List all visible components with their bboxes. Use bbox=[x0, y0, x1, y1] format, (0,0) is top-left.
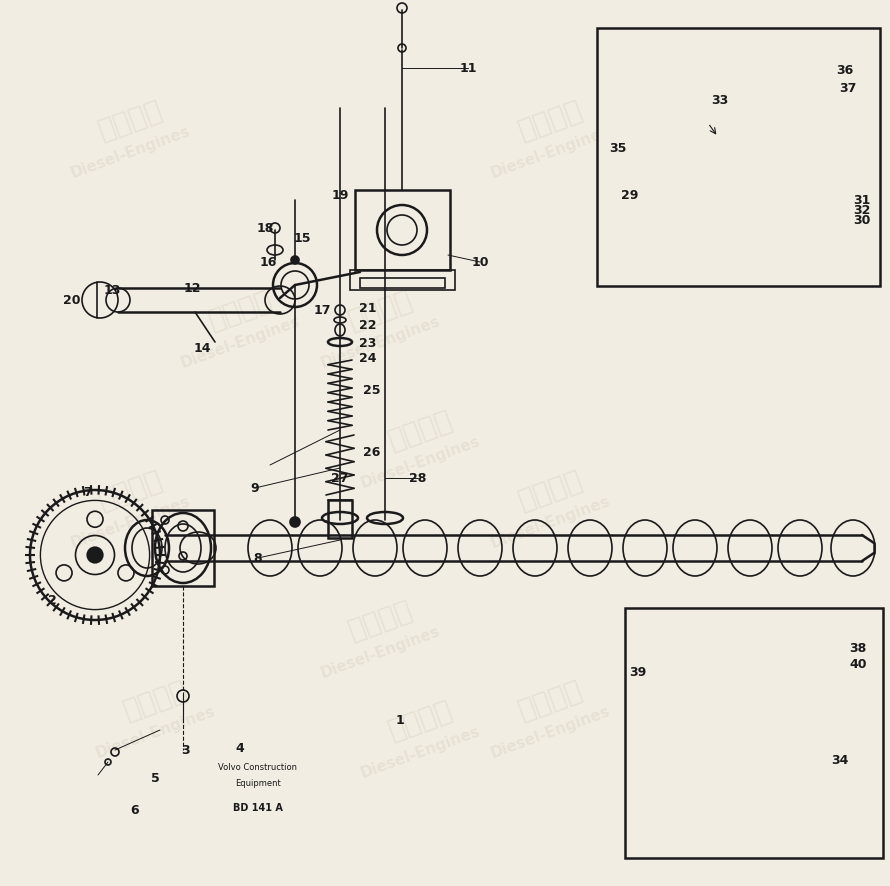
Text: 柴发动力: 柴发动力 bbox=[384, 406, 456, 455]
Text: 35: 35 bbox=[610, 142, 627, 154]
Text: 柴发动力: 柴发动力 bbox=[204, 285, 276, 335]
Text: BD 141 A: BD 141 A bbox=[233, 803, 283, 813]
Text: 18: 18 bbox=[256, 222, 274, 235]
Text: 27: 27 bbox=[331, 471, 349, 485]
Bar bbox=[625, 608, 883, 858]
Text: 17: 17 bbox=[313, 304, 331, 316]
Text: 柴发动力: 柴发动力 bbox=[514, 96, 586, 144]
Text: 40: 40 bbox=[849, 658, 867, 672]
Text: Diesel-Engines: Diesel-Engines bbox=[68, 494, 192, 551]
Text: Diesel-Engines: Diesel-Engines bbox=[68, 123, 192, 181]
Text: 柴发动力: 柴发动力 bbox=[94, 465, 166, 515]
Text: 13: 13 bbox=[103, 284, 121, 297]
Text: 31: 31 bbox=[854, 193, 870, 206]
Text: 5: 5 bbox=[150, 772, 159, 784]
Bar bbox=[350, 270, 455, 290]
Text: 15: 15 bbox=[293, 231, 311, 245]
Text: 6: 6 bbox=[131, 804, 140, 817]
Text: 38: 38 bbox=[849, 641, 867, 655]
Text: 22: 22 bbox=[360, 318, 376, 331]
Text: Volvo Construction: Volvo Construction bbox=[219, 764, 297, 773]
Text: 12: 12 bbox=[183, 282, 201, 294]
Text: 柴发动力: 柴发动力 bbox=[344, 595, 416, 644]
Text: 26: 26 bbox=[363, 446, 381, 458]
Text: 3: 3 bbox=[181, 743, 190, 757]
Text: 28: 28 bbox=[409, 471, 426, 485]
Text: 24: 24 bbox=[360, 352, 376, 364]
Text: Diesel-Engines: Diesel-Engines bbox=[178, 314, 302, 370]
Text: Diesel-Engines: Diesel-Engines bbox=[488, 703, 612, 761]
Circle shape bbox=[291, 256, 299, 264]
Text: Diesel-Engines: Diesel-Engines bbox=[358, 433, 482, 491]
Text: 14: 14 bbox=[193, 341, 211, 354]
Text: 9: 9 bbox=[251, 481, 259, 494]
Text: 10: 10 bbox=[471, 255, 489, 268]
Text: 36: 36 bbox=[837, 64, 854, 76]
Text: Diesel-Engines: Diesel-Engines bbox=[358, 723, 482, 781]
Text: 柴发动力: 柴发动力 bbox=[514, 465, 586, 515]
Bar bbox=[597, 28, 880, 286]
Text: Diesel-Engines: Diesel-Engines bbox=[93, 703, 217, 761]
Text: 柴发动力: 柴发动力 bbox=[344, 285, 416, 335]
Text: 20: 20 bbox=[63, 293, 81, 307]
Text: Diesel-Engines: Diesel-Engines bbox=[318, 624, 442, 680]
Text: 柴发动力: 柴发动力 bbox=[384, 696, 456, 744]
Text: 2: 2 bbox=[48, 594, 56, 607]
Text: 37: 37 bbox=[839, 82, 857, 95]
Text: Diesel-Engines: Diesel-Engines bbox=[318, 314, 442, 370]
Text: 8: 8 bbox=[254, 551, 263, 564]
Text: 30: 30 bbox=[854, 214, 870, 227]
Text: 21: 21 bbox=[360, 301, 376, 315]
Text: 23: 23 bbox=[360, 337, 376, 349]
Text: 16: 16 bbox=[259, 255, 277, 268]
Text: 柴发动力: 柴发动力 bbox=[94, 96, 166, 144]
Bar bbox=[360, 278, 445, 288]
Text: 25: 25 bbox=[363, 384, 381, 397]
Text: Diesel-Engines: Diesel-Engines bbox=[488, 123, 612, 181]
Text: 柴发动力: 柴发动力 bbox=[514, 675, 586, 725]
Circle shape bbox=[87, 548, 103, 563]
Text: Diesel-Engines: Diesel-Engines bbox=[488, 494, 612, 551]
Bar bbox=[152, 510, 214, 586]
Text: 33: 33 bbox=[711, 94, 729, 106]
Bar bbox=[355, 190, 450, 270]
Text: 柴发动力: 柴发动力 bbox=[119, 675, 191, 725]
Text: 4: 4 bbox=[236, 742, 245, 755]
Text: 19: 19 bbox=[331, 189, 349, 201]
Bar bbox=[328, 500, 352, 538]
Text: 1: 1 bbox=[396, 713, 404, 727]
Text: 39: 39 bbox=[629, 665, 647, 679]
Text: 7: 7 bbox=[84, 486, 93, 499]
Circle shape bbox=[290, 517, 300, 527]
Text: Equipment: Equipment bbox=[235, 779, 281, 788]
Text: 29: 29 bbox=[621, 189, 639, 201]
Text: 34: 34 bbox=[831, 753, 849, 766]
Text: 32: 32 bbox=[854, 204, 870, 216]
Text: 11: 11 bbox=[459, 61, 477, 74]
